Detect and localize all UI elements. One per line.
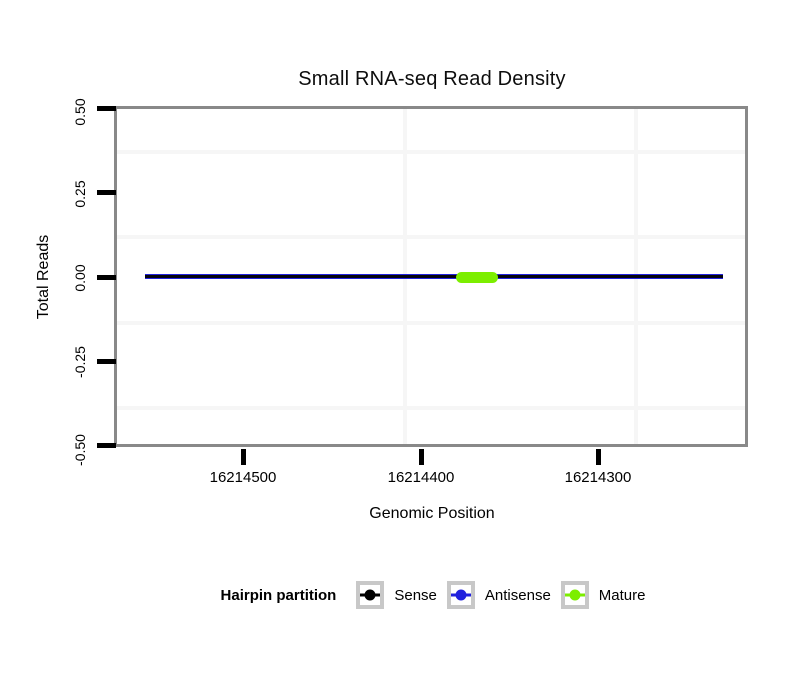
sense-read-line — [145, 275, 723, 278]
legend: Hairpin partition Sense Antisense Mature — [56, 581, 810, 609]
y-axis-title: Total Reads — [35, 234, 52, 320]
gridline-horizontal — [117, 150, 745, 154]
x-tick-mark — [241, 449, 246, 465]
y-tick-mark — [97, 275, 116, 280]
legend-label-mature: Mature — [598, 586, 646, 604]
y-tick-mark — [97, 443, 116, 448]
antisense-dot-glyph — [455, 589, 467, 601]
x-tick-mark — [596, 449, 601, 465]
legend-item-sense: Sense — [356, 581, 437, 609]
gridline-horizontal — [117, 321, 745, 325]
legend-item-antisense: Antisense — [446, 581, 551, 609]
x-axis-title: Genomic Position — [369, 505, 495, 522]
legend-key-antisense — [446, 581, 475, 609]
y-tick-mark — [97, 190, 116, 195]
x-tick-label: 16214500 — [209, 469, 277, 486]
y-tick-label: 0.50 — [72, 98, 88, 126]
y-tick-label: 0.00 — [72, 264, 88, 292]
legend-title: Hairpin partition — [220, 586, 337, 604]
sense-dot-glyph — [364, 589, 376, 601]
x-tick-label: 16214300 — [564, 469, 632, 486]
y-tick-label: -0.25 — [72, 346, 88, 378]
x-tick-label: 16214400 — [387, 469, 455, 486]
y-tick-mark — [97, 359, 116, 364]
y-tick-label: -0.50 — [72, 434, 88, 466]
legend-label-antisense: Antisense — [484, 586, 551, 604]
chart-title: Small RNA-seq Read Density — [298, 68, 566, 90]
legend-item-mature: Mature — [560, 581, 646, 609]
y-tick-mark — [97, 106, 116, 111]
legend-key-sense — [356, 581, 385, 609]
legend-key-mature — [560, 581, 589, 609]
mature-dot-glyph — [569, 589, 581, 601]
gridline-horizontal — [117, 235, 745, 239]
gridline-horizontal — [117, 406, 745, 410]
mature-segment — [456, 272, 498, 283]
x-tick-mark — [419, 449, 424, 465]
legend-label-sense: Sense — [394, 586, 437, 604]
y-tick-label: 0.25 — [72, 180, 88, 208]
antisense-read-line — [145, 274, 723, 279]
